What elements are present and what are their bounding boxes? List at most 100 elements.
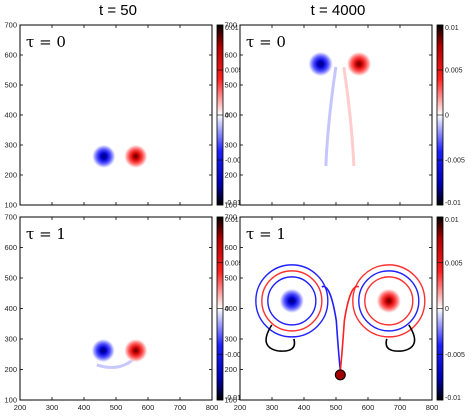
plot-area	[20, 25, 212, 205]
x-tick-label: 300	[266, 403, 279, 412]
colorbar-tick-label: -0.01	[225, 200, 241, 207]
y-tick-label: 700	[4, 21, 17, 30]
panel-1: 100 200 300 400 500 600 700 τ = 0 0.01 0.005 0 -0.0…	[224, 21, 464, 210]
colorbar-tick-label: -0.005	[445, 158, 465, 165]
panel-label: τ = 1	[246, 225, 286, 243]
y-tick-label: 100	[224, 396, 237, 405]
x-tick-label: 700	[394, 403, 407, 412]
y-tick-label: 500	[224, 274, 237, 283]
colorbar-tick-label: 0	[445, 113, 449, 120]
vortex-negative	[91, 338, 116, 363]
x-tick-label: 200	[234, 403, 247, 412]
colorbar-tick-label: 0.01	[445, 217, 459, 224]
x-tick-label: 800	[426, 403, 439, 412]
x-tick-label: 500	[110, 403, 123, 412]
colorbar-tick-label: 0.01	[225, 217, 239, 224]
y-tick-label: 200	[4, 171, 17, 180]
colorbar-tick-label: 0.005	[445, 68, 463, 75]
colorbar-tick-label: 0.005	[445, 260, 463, 267]
x-tick-label: 400	[78, 403, 91, 412]
vortex-positive	[376, 288, 402, 314]
vorticity-field	[255, 264, 426, 381]
x-tick-label: 800	[206, 403, 219, 412]
column-title-t50: t = 50	[99, 2, 137, 19]
y-tick-label: 300	[4, 335, 17, 344]
y-tick-label: 100	[224, 201, 237, 210]
vortex-ring-left	[267, 276, 317, 326]
y-tick-label: 400	[224, 111, 237, 120]
y-tick-label: 100	[4, 396, 17, 405]
trailing-blob	[334, 369, 346, 381]
y-tick-label: 500	[4, 274, 17, 283]
colorbar-tick-label: -0.01	[445, 395, 461, 402]
x-tick-label: 300	[46, 403, 59, 412]
vorticity-field	[91, 338, 148, 369]
y-tick-label: 600	[224, 51, 237, 60]
spiral-arm-right	[385, 324, 416, 352]
y-tick-label: 400	[4, 304, 17, 313]
y-tick-label: 300	[224, 335, 237, 344]
plot-area	[240, 25, 432, 205]
colorbar-tick-label: -0.01	[445, 200, 461, 207]
vortex-positive	[123, 338, 148, 363]
y-tick-label: 600	[4, 243, 17, 252]
colorbar-tick-label: 0.005	[225, 68, 243, 75]
vortex-negative	[91, 144, 116, 169]
x-tick-label: 600	[362, 403, 375, 412]
stem-filament-right	[339, 285, 360, 371]
colorbar-tick-label: 0.005	[225, 260, 243, 267]
vortex-positive	[346, 51, 372, 77]
y-tick-label: 100	[4, 201, 17, 210]
colorbar-tick-label: 0.01	[445, 25, 459, 32]
colorbar-tick-label: -0.005	[225, 158, 245, 165]
colorbar-tick-label: -0.01	[225, 395, 241, 402]
y-tick-label: 400	[4, 111, 17, 120]
y-tick-label: 300	[224, 141, 237, 150]
plot-area	[20, 217, 212, 400]
colorbar-tick-label: -0.005	[445, 352, 465, 359]
y-tick-label: 300	[4, 141, 17, 150]
stem-filament-left	[321, 285, 342, 371]
colorbar-tick-label: 0	[445, 306, 449, 313]
vortex-positive	[123, 144, 148, 169]
colorbar-tick-label: 0.01	[225, 25, 239, 32]
vortex-ring-left	[255, 264, 329, 338]
x-tick-label: 600	[142, 403, 155, 412]
x-tick-label: 500	[330, 403, 343, 412]
y-tick-label: 200	[224, 171, 237, 180]
panel-0: 100 200 300 400 500 600 700 τ = 0 0.01 0.005 0 -0.0…	[4, 21, 244, 210]
vorticity-field	[91, 144, 148, 169]
vortex-ring-right	[358, 270, 420, 332]
y-tick-label: 700	[224, 213, 237, 222]
column-title-t4000: t = 4000	[311, 2, 366, 19]
panel-label: τ = 0	[246, 33, 286, 51]
vorticity-field	[307, 51, 372, 167]
wake-trail-left	[324, 66, 338, 167]
x-tick-label: 200	[14, 403, 27, 412]
colorbar-tick-label: 0	[225, 113, 229, 120]
y-tick-label: 400	[224, 304, 237, 313]
colorbar-tick-label: 0	[225, 306, 229, 313]
vortex-negative	[307, 51, 334, 77]
y-tick-label: 700	[4, 213, 17, 222]
spiral-arm-left	[265, 324, 296, 352]
vortex-ring-right	[352, 264, 426, 338]
panel-label: τ = 1	[26, 225, 66, 243]
y-tick-label: 500	[224, 81, 237, 90]
panel-label: τ = 0	[26, 33, 66, 51]
colorbar-tick-label: -0.005	[225, 352, 245, 359]
y-tick-label: 200	[224, 365, 237, 374]
vortex-negative	[279, 288, 305, 314]
plot-area	[240, 217, 432, 400]
y-tick-label: 200	[4, 365, 17, 374]
vortex-ring-left	[261, 270, 323, 332]
x-tick-label: 400	[298, 403, 311, 412]
y-tick-label: 600	[4, 51, 17, 60]
vortex-ring-right	[364, 276, 414, 326]
y-tick-label: 700	[224, 21, 237, 30]
wake-trail-right	[342, 66, 356, 167]
y-tick-label: 600	[224, 243, 237, 252]
